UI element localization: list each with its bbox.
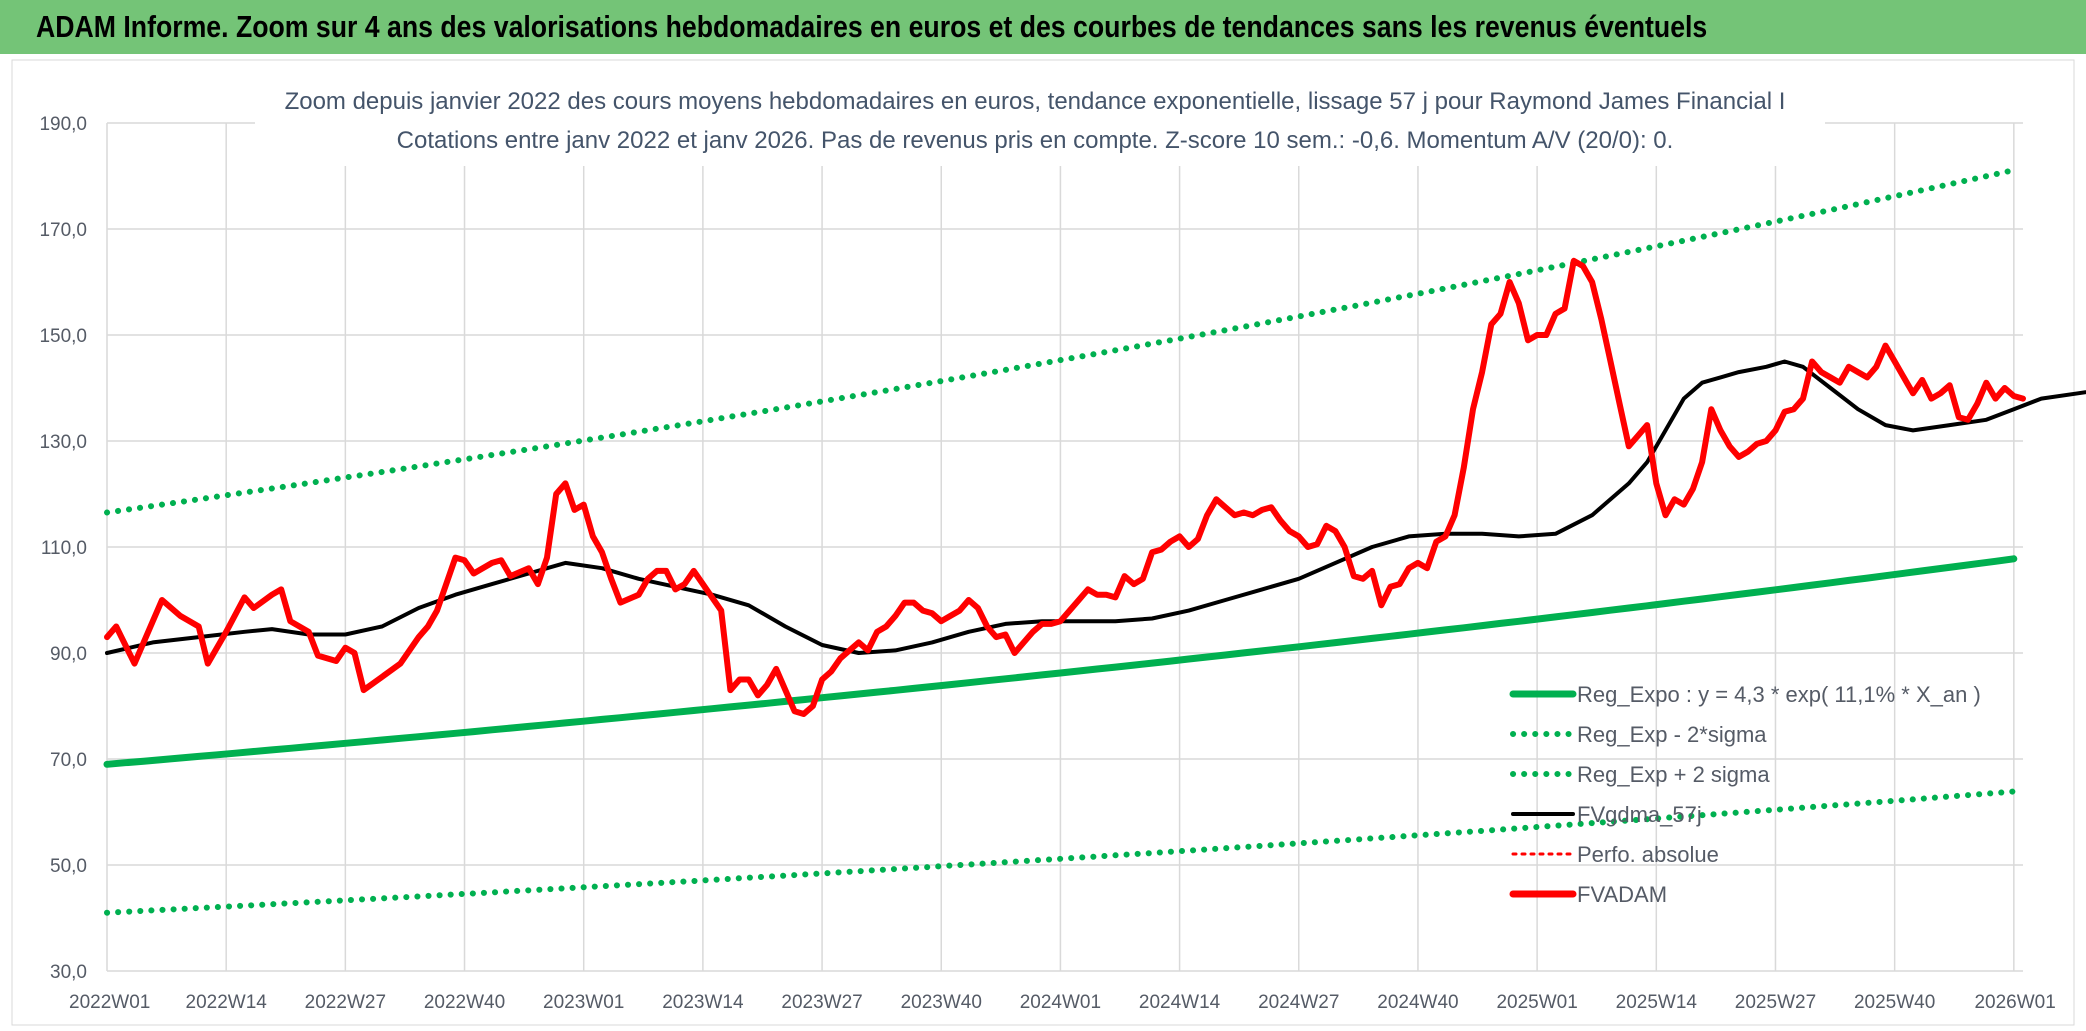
x-tick-label: 2022W27 — [305, 992, 386, 1013]
y-tick-label: 170,0 — [39, 220, 87, 241]
y-tick-label: 190,0 — [39, 114, 87, 135]
report-header: ADAM Informe. Zoom sur 4 ans des valoris… — [0, 0, 2086, 54]
x-tick-label: 2024W14 — [1139, 992, 1221, 1013]
plot-frame — [11, 59, 2075, 1026]
legend-label: FVADAM — [1577, 882, 1667, 907]
horizontal-gridlines — [107, 122, 2023, 972]
chart-area: Zoom depuis janvier 2022 des cours moyen… — [0, 54, 2086, 1031]
x-tick-label: 2024W01 — [1020, 992, 1101, 1013]
series-reg-minus-2sigma — [104, 788, 2017, 916]
x-tick-label: 2026W01 — [1974, 992, 2055, 1013]
series-fvadam — [104, 257, 2026, 717]
x-tick-label: 2023W14 — [662, 992, 744, 1013]
x-tick-label: 2024W40 — [1377, 992, 1458, 1013]
chart-legend: Reg_Expo : y = 4,3 * exp( 11,1% * X_an )… — [1509, 682, 1981, 907]
legend-item-reg-minus-2sigma: Reg_Exp - 2*sigma — [1510, 722, 1767, 747]
report-title: ADAM Informe. Zoom sur 4 ans des valoris… — [36, 9, 1708, 44]
x-tick-label: 2025W01 — [1496, 992, 1577, 1013]
legend-item-fvgdma-57j: FVgdma_57j — [1511, 802, 1702, 827]
legend-label: Reg_Exp - 2*sigma — [1577, 722, 1767, 747]
x-tick-label: 2023W27 — [781, 992, 862, 1013]
series-reg-expo — [103, 555, 2018, 768]
y-tick-label: 50,0 — [50, 856, 87, 877]
y-tick-label: 30,0 — [50, 962, 87, 983]
series-layer — [103, 167, 2086, 916]
x-tick-label: 2023W40 — [901, 992, 982, 1013]
y-axis-tick-labels: 190,0 170,0 150,0 130,0 110,0 90,0 70,0 50,0 30,… — [39, 114, 87, 983]
chart-subtitle-line2: Cotations entre janv 2022 et janv 2026. … — [397, 127, 1674, 154]
y-tick-label: 130,0 — [39, 432, 87, 453]
legend-label: FVgdma_57j — [1577, 802, 1702, 827]
legend-item-perfo-absolue: Perfo. absolue — [1511, 842, 1719, 867]
x-tick-label: 2022W14 — [186, 992, 268, 1013]
chart-svg: Zoom depuis janvier 2022 des cours moyen… — [11, 59, 2086, 1026]
series-fvgdma-57j — [105, 359, 2086, 655]
y-tick-label: 70,0 — [50, 750, 87, 771]
y-tick-label: 90,0 — [50, 644, 87, 665]
x-tick-label: 2025W14 — [1616, 992, 1698, 1013]
y-tick-label: 110,0 — [41, 538, 87, 559]
x-axis-tick-labels: 2022W01 2022W14 2022W27 2022W40 2023W01 2023W… — [69, 992, 2056, 1013]
x-tick-label: 2024W27 — [1258, 992, 1339, 1013]
legend-item-reg-plus-2sigma: Reg_Exp + 2 sigma — [1510, 762, 1770, 787]
subtitle-background — [255, 78, 1825, 166]
chart-subtitle-line1: Zoom depuis janvier 2022 des cours moyen… — [285, 88, 1786, 115]
legend-item-fvadam: FVADAM — [1509, 882, 1667, 907]
legend-label: Reg_Exp + 2 sigma — [1577, 762, 1770, 787]
x-tick-label: 2025W40 — [1854, 992, 1935, 1013]
legend-label: Perfo. absolue — [1577, 842, 1719, 867]
legend-label: Reg_Expo : y = 4,3 * exp( 11,1% * X_an ) — [1577, 682, 1981, 707]
x-tick-label: 2023W01 — [543, 992, 624, 1013]
legend-item-reg-expo: Reg_Expo : y = 4,3 * exp( 11,1% * X_an ) — [1509, 682, 1981, 707]
y-tick-label: 150,0 — [39, 326, 87, 347]
series-reg-plus-2sigma — [104, 167, 2017, 516]
x-tick-label: 2025W27 — [1735, 992, 1816, 1013]
x-tick-label: 2022W01 — [69, 992, 150, 1013]
x-tick-label: 2022W40 — [424, 992, 505, 1013]
